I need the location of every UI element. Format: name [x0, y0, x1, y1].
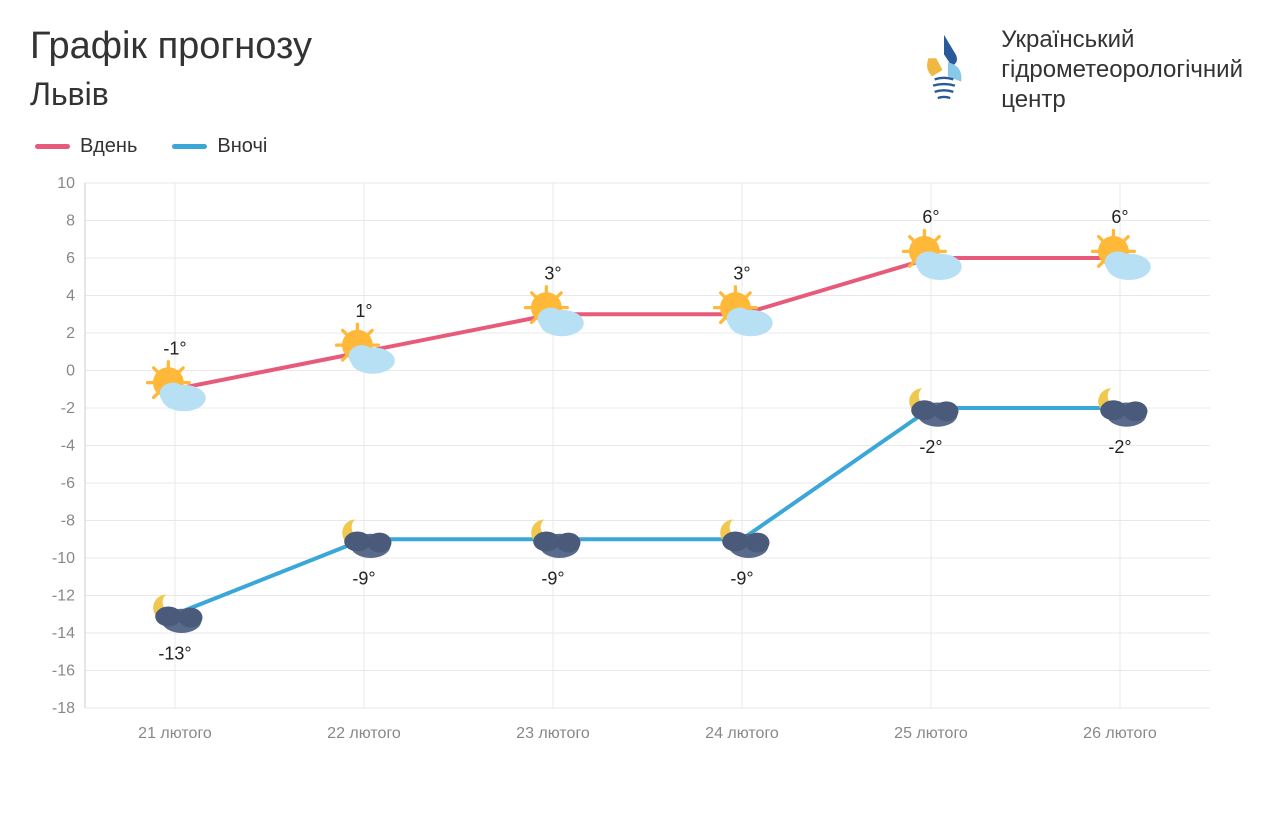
- svg-text:23 лютого: 23 лютого: [516, 725, 590, 742]
- svg-text:-9°: -9°: [541, 568, 564, 588]
- legend-night: Вночі: [172, 135, 267, 158]
- legend-day-swatch: [35, 144, 70, 149]
- svg-text:6: 6: [66, 250, 75, 267]
- svg-text:-9°: -9°: [730, 568, 753, 588]
- legend-day-label: Вдень: [80, 135, 137, 158]
- svg-text:-2°: -2°: [919, 437, 942, 457]
- svg-text:-12: -12: [52, 588, 75, 605]
- svg-text:26 лютого: 26 лютого: [1083, 725, 1157, 742]
- svg-text:1°: 1°: [355, 301, 372, 321]
- svg-text:-4: -4: [61, 438, 75, 455]
- org-block: Український гідрометеорологічний центр: [905, 25, 1243, 115]
- chart-plot: -18 -16 -14 -12 -10 -8 -6 -4 -2 0 2 4 6 8 10 21 лютого 2…: [30, 173, 1230, 753]
- title-block: Графік прогнозу Львів: [30, 25, 312, 113]
- svg-text:10: 10: [57, 175, 75, 192]
- city-name: Львів: [30, 76, 312, 113]
- org-line-2: гідрометеорологічний: [1001, 55, 1243, 85]
- header: Графік прогнозу Львів Український гідром…: [30, 25, 1243, 115]
- svg-text:21 лютого: 21 лютого: [138, 725, 212, 742]
- org-line-1: Український: [1001, 25, 1243, 55]
- svg-text:4: 4: [66, 288, 75, 305]
- org-logo-icon: [905, 31, 983, 109]
- legend-night-label: Вночі: [217, 135, 267, 158]
- svg-text:-2°: -2°: [1108, 437, 1131, 457]
- svg-text:-6: -6: [61, 475, 75, 492]
- legend-night-swatch: [172, 144, 207, 149]
- svg-text:22 лютого: 22 лютого: [327, 725, 401, 742]
- svg-text:-16: -16: [52, 663, 75, 680]
- chart-svg: -18 -16 -14 -12 -10 -8 -6 -4 -2 0 2 4 6 8 10 21 лютого 2…: [30, 173, 1230, 753]
- svg-text:25 лютого: 25 лютого: [894, 725, 968, 742]
- svg-text:6°: 6°: [922, 207, 939, 227]
- svg-text:-8: -8: [61, 513, 75, 530]
- svg-text:0: 0: [66, 363, 75, 380]
- svg-text:-14: -14: [52, 625, 75, 642]
- svg-text:-9°: -9°: [352, 568, 375, 588]
- svg-text:8: 8: [66, 213, 75, 230]
- svg-text:2: 2: [66, 325, 75, 342]
- svg-text:-2: -2: [61, 400, 75, 417]
- svg-text:24 лютого: 24 лютого: [705, 725, 779, 742]
- legend-day: Вдень: [35, 135, 137, 158]
- svg-text:-18: -18: [52, 700, 75, 717]
- org-line-3: центр: [1001, 85, 1243, 115]
- svg-text:-10: -10: [52, 550, 75, 567]
- svg-text:6°: 6°: [1111, 207, 1128, 227]
- svg-text:-1°: -1°: [163, 338, 186, 358]
- svg-text:3°: 3°: [733, 263, 750, 283]
- legend: Вдень Вночі: [35, 135, 1243, 158]
- org-name: Український гідрометеорологічний центр: [1001, 25, 1243, 115]
- svg-text:-13°: -13°: [158, 643, 191, 663]
- svg-text:3°: 3°: [544, 263, 561, 283]
- chart-title: Графік прогнозу: [30, 25, 312, 68]
